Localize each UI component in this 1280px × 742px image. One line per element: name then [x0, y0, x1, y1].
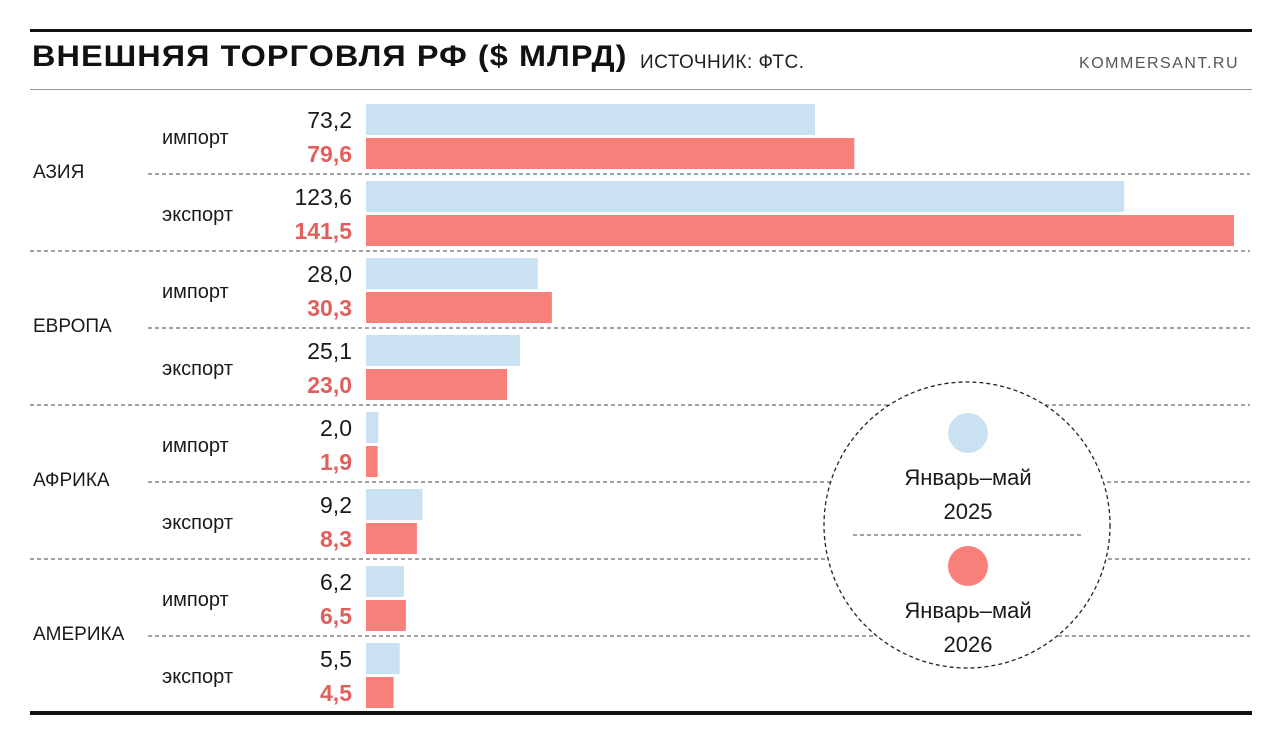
flow-label: импорт — [162, 127, 229, 149]
bar-2026 — [366, 600, 406, 631]
value-label-2026: 79,6 — [307, 141, 352, 167]
value-label-2025: 6,2 — [320, 569, 352, 595]
value-label-2026: 141,5 — [294, 218, 352, 244]
value-label-2026: 1,9 — [320, 449, 352, 475]
value-label-2025: 123,6 — [294, 184, 352, 210]
region-label: ЕВРОПА — [33, 316, 112, 337]
bottom-rule — [30, 711, 1252, 715]
bar-2026 — [366, 292, 552, 323]
bar-2025 — [366, 643, 400, 674]
bar-2026 — [366, 369, 508, 400]
bar-2025 — [366, 104, 816, 135]
value-label-2025: 5,5 — [320, 646, 352, 672]
legend-label: Январь–май — [904, 598, 1031, 623]
value-label-2025: 25,1 — [307, 338, 352, 364]
flow-label: импорт — [162, 435, 229, 457]
flow-label: импорт — [162, 281, 229, 303]
value-label-2026: 30,3 — [307, 295, 352, 321]
legend-label: Январь–май — [904, 465, 1031, 490]
bar-2025 — [366, 566, 405, 597]
bar-2025 — [366, 412, 379, 443]
bar-2025 — [366, 489, 423, 520]
bar-2025 — [366, 258, 538, 289]
bar-2025 — [366, 335, 520, 366]
value-label-2025: 9,2 — [320, 492, 352, 518]
region-label: АФРИКА — [33, 470, 110, 491]
header-rule — [30, 89, 1252, 90]
value-label-2026: 8,3 — [320, 526, 352, 552]
region-label: АЗИЯ — [33, 162, 84, 183]
bar-2025 — [366, 181, 1125, 212]
top-rule — [30, 29, 1252, 32]
flow-label: импорт — [162, 589, 229, 611]
bar-2026 — [366, 523, 417, 554]
flow-label: экспорт — [162, 512, 233, 534]
bar-2026 — [366, 215, 1234, 246]
bar-2026 — [366, 138, 855, 169]
brand-label: KOMMERSANT.RU — [1079, 55, 1239, 72]
value-label-2025: 28,0 — [307, 261, 352, 287]
source-note: ИСТОЧНИК: ФТС. — [640, 52, 805, 73]
value-label-2025: 2,0 — [320, 415, 352, 441]
bar-2026 — [366, 446, 378, 477]
chart-title: ВНЕШНЯЯ ТОРГОВЛЯ РФ ($ МЛРД) — [32, 40, 628, 73]
legend-circle — [823, 381, 1111, 669]
legend-swatch-2026 — [948, 546, 988, 586]
value-label-2026: 23,0 — [307, 372, 352, 398]
legend-swatch-2025 — [948, 413, 988, 453]
flow-label: экспорт — [162, 358, 233, 380]
value-label-2026: 4,5 — [320, 680, 352, 706]
flow-label: экспорт — [162, 204, 233, 226]
legend-year: 2026 — [944, 632, 993, 657]
value-label-2025: 73,2 — [307, 107, 352, 133]
legend-year: 2025 — [944, 499, 993, 524]
bar-2026 — [366, 677, 394, 708]
flow-label: экспорт — [162, 666, 233, 688]
region-label: АМЕРИКА — [33, 624, 125, 645]
value-label-2026: 6,5 — [320, 603, 352, 629]
